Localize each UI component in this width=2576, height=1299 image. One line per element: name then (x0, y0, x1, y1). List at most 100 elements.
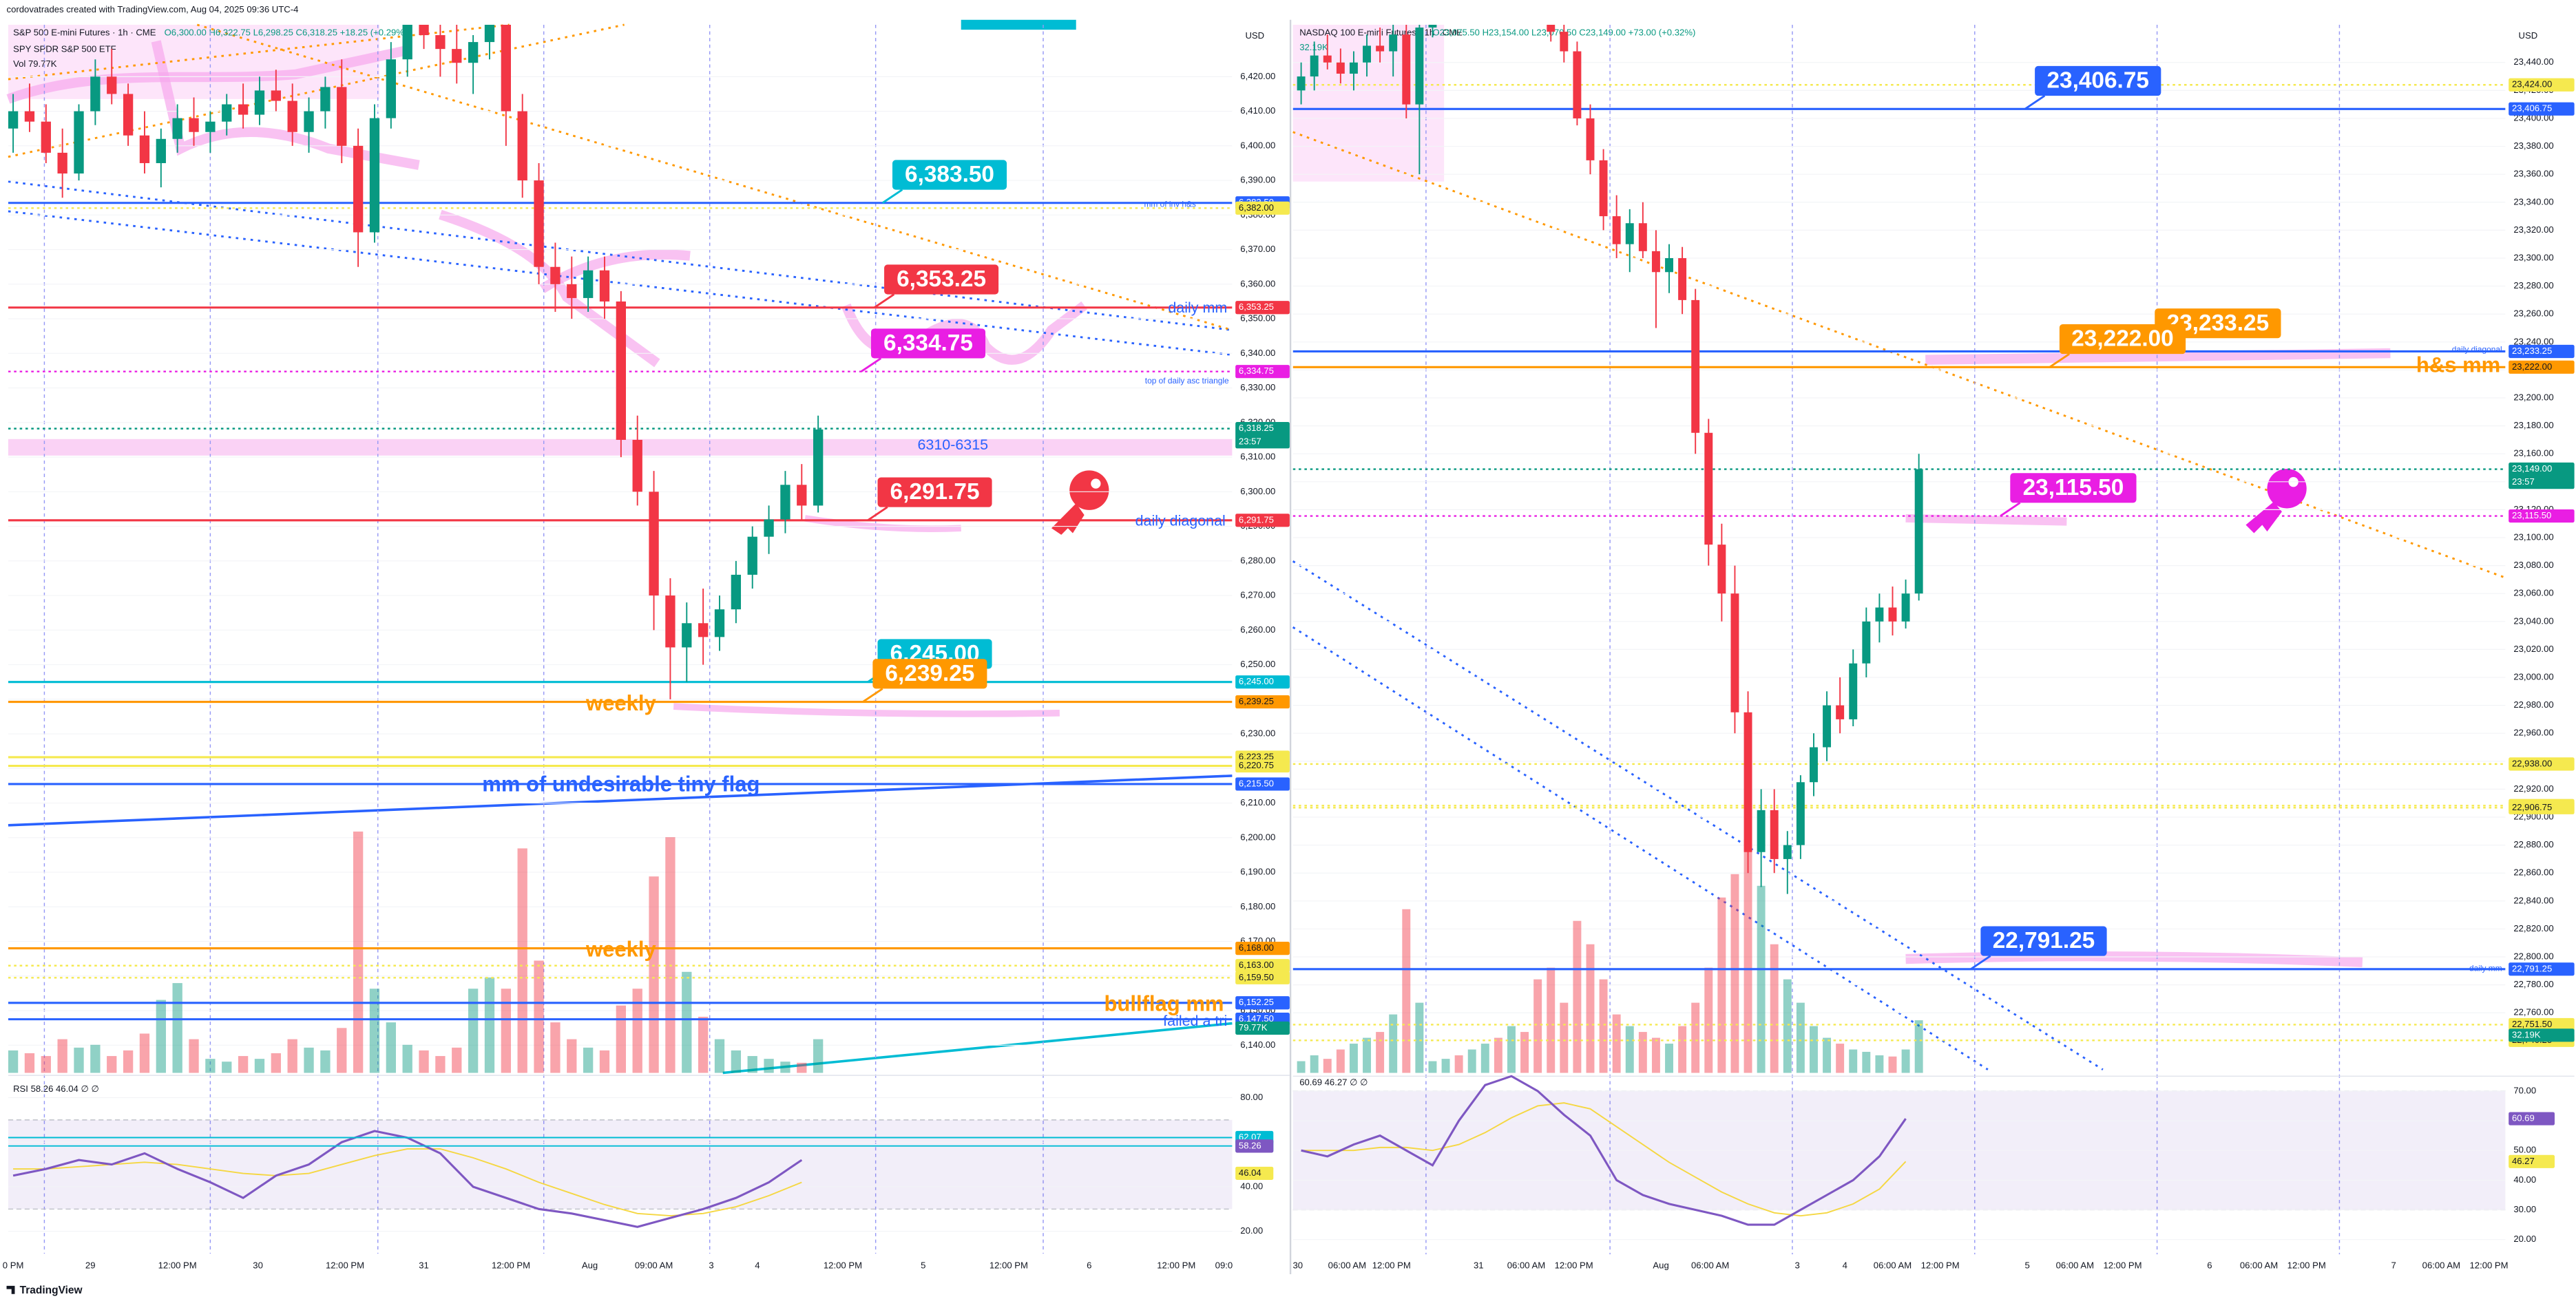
volume-bar (1349, 1044, 1358, 1073)
callout-label: 6,291.75 (890, 479, 980, 505)
volume-bar (271, 1053, 281, 1073)
rsi-tick-label: 20.00 (2513, 1234, 2536, 1244)
candle-body (1625, 223, 1634, 244)
x-tick-label: 12:00 PM (989, 1260, 1028, 1270)
y-tick-label: 6,190.00 (1240, 867, 1275, 877)
candle-body (369, 118, 380, 233)
candle-body (1428, 24, 1437, 28)
candle-body (1849, 663, 1858, 719)
volume-bar (1323, 1059, 1332, 1073)
volume-bar (1901, 1049, 1910, 1073)
volume-bar (57, 1039, 67, 1073)
volume-bar (1836, 1044, 1845, 1073)
volume-bar (107, 1056, 117, 1073)
candle-body (254, 90, 265, 115)
rsi-tick-label: 20.00 (1240, 1225, 1263, 1236)
price-tag-label: 6,223.25 (1239, 751, 1274, 761)
y-tick-label: 6,340.00 (1240, 348, 1275, 358)
price-tag (1235, 971, 1290, 984)
x-tick-label: 29 (85, 1260, 96, 1270)
trendline (8, 23, 510, 81)
callout-box (1980, 926, 2107, 956)
highlight-stroke (6, 44, 412, 104)
candle-body (649, 492, 659, 596)
y-tick-label: 23,380.00 (2513, 140, 2553, 151)
volume-bar (369, 989, 380, 1073)
rsi-tag (1235, 1166, 1274, 1180)
price-tag-label: 23,406.75 (2512, 103, 2552, 114)
callout-tail (2024, 94, 2046, 110)
key-icon (1051, 470, 1109, 535)
volume-bar (632, 989, 642, 1073)
volume-bar (1849, 1049, 1858, 1073)
y-tick-label: 22,920.00 (2513, 783, 2553, 794)
x-tick-label: 6 (1087, 1260, 1091, 1270)
x-tick-label: 06:00 AM (1507, 1260, 1545, 1270)
candle-body (238, 104, 249, 115)
volume-bar (764, 1059, 774, 1073)
callout-label: 23,222.00 (2071, 326, 2174, 352)
volume-bar (8, 1050, 19, 1073)
annotation: weekly (585, 691, 656, 715)
rsi-tag (2509, 1112, 2555, 1126)
y-tick-label: 6,420.00 (1240, 71, 1275, 81)
candle-body (1730, 593, 1739, 712)
volume-bar (1704, 967, 1713, 1073)
volume-bar (1507, 1026, 1516, 1073)
price-tag-label: 6,163.00 (1239, 960, 1274, 970)
y-tick-label: 6,360.00 (1240, 278, 1275, 288)
x-tick-label: 3 (709, 1260, 713, 1270)
price-tag-label: 6,291.75 (1239, 514, 1274, 525)
candle-body (1901, 593, 1910, 622)
highlight-stroke (1925, 348, 2391, 365)
annotation: weekly (585, 937, 656, 961)
y-tick-label: 6,230.00 (1240, 728, 1275, 739)
y-tick-label: 22,780.00 (2513, 979, 2553, 989)
candle-body (57, 152, 67, 174)
candle-body (1823, 705, 1832, 748)
x-tick-label: 12:00 PM (2103, 1260, 2142, 1270)
volume-bar (1810, 1026, 1818, 1073)
volume-bar (337, 1028, 347, 1073)
volume-bar (1520, 1032, 1529, 1073)
x-tick-label: 09:00 AM (635, 1260, 673, 1270)
price-tag (2509, 360, 2575, 374)
x-tick-label: 06:00 AM (1328, 1260, 1366, 1270)
annotation: mm of undesirable tiny flag (482, 772, 760, 796)
callout-box (2010, 473, 2137, 503)
y-tick-label: 6,310.00 (1240, 452, 1275, 462)
volume-bar (1651, 1037, 1660, 1073)
rsi-line (1301, 1075, 1907, 1226)
price-tag-label: 6,168.00 (1239, 942, 1274, 953)
callout-tail (873, 293, 895, 308)
volume-bar (1297, 1061, 1306, 1073)
price-tag-label: 22,791.25 (2512, 963, 2552, 973)
volume-bar (90, 1044, 101, 1073)
candle-body (386, 59, 396, 118)
volume-bar (1363, 1037, 1371, 1073)
y-tick-label: 23,340.00 (2513, 196, 2553, 207)
x-tick-label: 12:00 PM (1157, 1260, 1195, 1270)
rsi-tag-label: 46.04 (1239, 1168, 1261, 1178)
volume-bar (1402, 909, 1411, 1073)
x-tick-label: 12:00 PM (326, 1260, 364, 1270)
volume-bar (1717, 897, 1726, 1073)
volume-bar (1599, 979, 1608, 1073)
volume-bar (1914, 1020, 1923, 1073)
callout-box (872, 659, 987, 689)
callout-box (2035, 65, 2161, 96)
candle-body (90, 76, 101, 112)
volume-bar (1757, 885, 1766, 1073)
y-tick-label: 23,080.00 (2513, 560, 2553, 570)
y-tick-label: 22,980.00 (2513, 699, 2553, 710)
volume-bar (452, 1047, 462, 1073)
rsi-tick-label: 30.00 (2513, 1204, 2536, 1214)
candle-body (780, 485, 790, 520)
price-tag-label: 6,353.25 (1239, 302, 1274, 312)
candle-body (419, 24, 429, 36)
annotation: daily mm (2469, 964, 2502, 973)
candle-body (698, 623, 709, 637)
volume-bar (1612, 1014, 1621, 1073)
chart-title: S&P 500 E-mini Futures · 1h · CME (13, 27, 156, 37)
candle-body (1297, 76, 1306, 91)
